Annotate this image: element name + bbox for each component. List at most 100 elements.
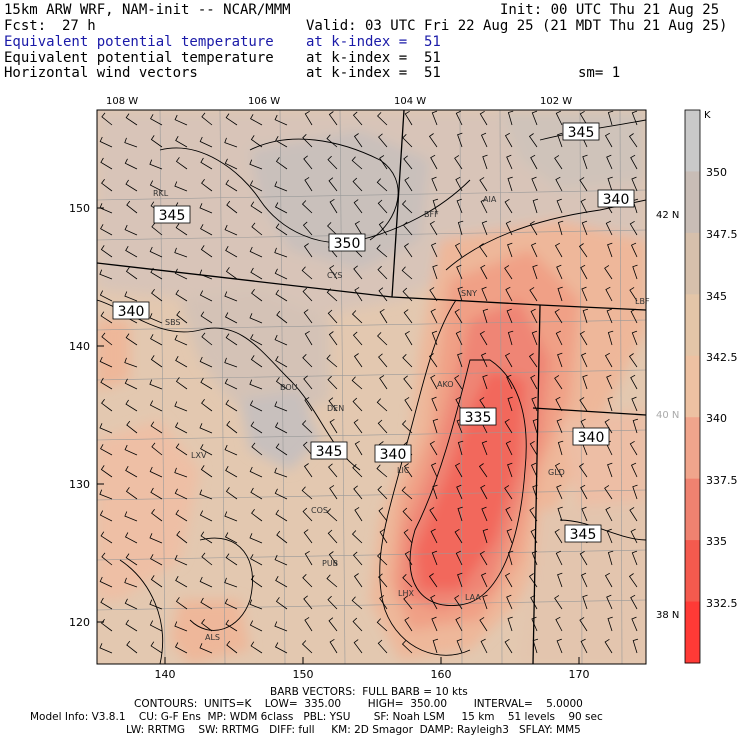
wind-barb [530, 374, 538, 390]
wind-barb [505, 286, 513, 302]
wind-barb [225, 399, 238, 412]
wind-barb [579, 617, 588, 632]
contour-label: 345 [316, 444, 343, 460]
city-label: AIA [483, 195, 497, 204]
wind-barb [149, 533, 163, 544]
wind-barb [225, 465, 238, 478]
wind-barb [632, 638, 639, 654]
wind-barb [528, 573, 538, 588]
model-title: 15km ARW WRF, NAM-init -- NCAR/MMM [4, 2, 291, 18]
wind-barb [301, 266, 313, 280]
wind-barb [377, 199, 388, 214]
wind-barb [353, 265, 363, 280]
wind-barb [149, 379, 163, 390]
wind-barb [329, 198, 338, 214]
wind-barb [200, 157, 213, 170]
wind-barb [328, 177, 338, 192]
wind-barb [507, 462, 513, 478]
wind-barb [304, 330, 313, 346]
wind-barb [580, 638, 588, 654]
longitude-label: 106 W [248, 96, 280, 107]
wind-barb [199, 643, 213, 654]
wind-barb [530, 462, 538, 478]
wind-barb [606, 528, 613, 544]
wind-barb [176, 530, 188, 544]
y-tick-label: 120 [69, 616, 90, 629]
wind-barb [100, 157, 113, 170]
wind-barb [507, 176, 513, 192]
wind-barb [429, 440, 438, 456]
wind-barb [302, 287, 313, 302]
wind-barb [201, 552, 213, 566]
wind-barb [432, 198, 439, 214]
wind-barb [274, 334, 288, 346]
forecast-label: Fcst: [4, 18, 47, 34]
wind-barb [200, 377, 213, 390]
wind-barb [275, 443, 288, 456]
wind-barb [630, 374, 638, 390]
city-label: BFF [424, 210, 439, 219]
wind-barb [402, 134, 413, 148]
wind-barb [328, 397, 338, 412]
longitude-label: 108 W [106, 96, 138, 107]
wind-barb [304, 550, 313, 566]
city-label: CYS [327, 271, 342, 280]
wind-barb [479, 397, 488, 412]
wind-barb [326, 288, 338, 302]
wind-barb [200, 245, 213, 258]
wind-barb [249, 246, 263, 258]
wind-barb [174, 181, 188, 192]
city-label: LAA [465, 593, 481, 602]
wind-barb [150, 487, 163, 500]
init-time: Init: 00 UTC Thu 21 Aug 25 [500, 2, 720, 18]
wind-barb [630, 462, 638, 478]
wind-barb [403, 595, 413, 610]
wind-barb [275, 157, 288, 170]
wind-barb [532, 484, 538, 500]
wind-barb [151, 222, 163, 236]
wind-barb [506, 374, 513, 390]
wind-barb [581, 220, 588, 236]
wind-barb [456, 638, 463, 654]
colorbar-tick: 340 [706, 412, 727, 425]
field1-level: at k-index = 51 [306, 34, 441, 50]
wind-barb [632, 264, 638, 280]
wind-barb [174, 422, 188, 434]
colorbar-frame [684, 109, 701, 664]
wind-barb [224, 444, 238, 456]
wind-barb [225, 267, 238, 280]
wind-barb [430, 154, 438, 170]
wind-barb [530, 528, 538, 544]
contour-labels: 345 345 350 340 340 345 340 335 340 345 [118, 125, 630, 543]
wind-barb [352, 111, 363, 126]
wind-barb [174, 621, 188, 632]
wind-barb [249, 620, 263, 632]
wind-barb [431, 616, 438, 632]
wind-barb [225, 113, 238, 126]
wind-barb [604, 132, 613, 148]
wind-barb [174, 268, 188, 280]
wind-barb [604, 485, 613, 500]
wind-barb [582, 374, 588, 390]
wind-barb [401, 640, 413, 654]
wind-barb [432, 484, 438, 500]
wind-barb [403, 375, 413, 390]
wind-barb [275, 135, 288, 148]
longitude-labels: 108 W 106 W 104 W 102 W [106, 96, 572, 107]
wind-barb [302, 441, 313, 456]
wind-barb [404, 617, 413, 632]
wind-barb [125, 399, 138, 412]
wind-barb [327, 309, 338, 324]
city-label: LBF [635, 297, 650, 306]
wind-barb [100, 597, 113, 610]
wind-barb [604, 572, 613, 588]
city-label: LHX [398, 589, 414, 598]
wind-barb [531, 330, 538, 346]
wind-barb [606, 154, 613, 170]
wind-barb [505, 440, 513, 456]
wind-barb [174, 642, 188, 654]
wind-barb [506, 308, 513, 324]
wind-barb [403, 155, 413, 170]
wind-barb [482, 528, 489, 544]
wind-barb [454, 595, 463, 610]
